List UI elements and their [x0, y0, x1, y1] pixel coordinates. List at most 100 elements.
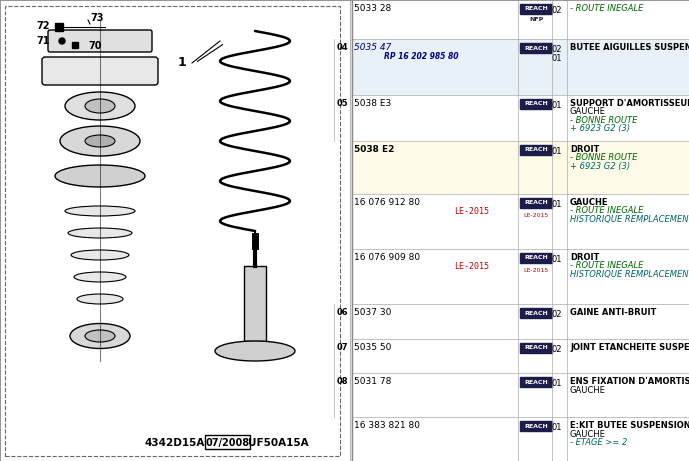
Text: 01: 01 [552, 200, 562, 209]
Bar [72, 42, 78, 48]
Text: 06: 06 [336, 308, 348, 317]
Text: 07/2008: 07/2008 [206, 438, 250, 448]
Text: 01: 01 [552, 379, 562, 389]
Text: REACH: REACH [524, 311, 548, 316]
Text: RP 16 202 985 80: RP 16 202 985 80 [384, 52, 458, 61]
Bar [352, 194, 689, 249]
Text: E:KIT BUTEE SUSPENSION AV PSA: E:KIT BUTEE SUSPENSION AV PSA [570, 421, 689, 430]
Ellipse shape [68, 228, 132, 238]
Text: 5038 E2: 5038 E2 [354, 145, 394, 154]
Text: REACH: REACH [524, 101, 548, 106]
Text: REACH: REACH [524, 255, 548, 260]
Text: - BONNE ROUTE: - BONNE ROUTE [570, 116, 637, 124]
Text: LE-2015: LE-2015 [524, 213, 548, 218]
Text: REACH: REACH [524, 345, 548, 350]
Bar [520, 421, 552, 431]
Text: 01: 01 [552, 255, 562, 264]
Text: REACH: REACH [524, 147, 548, 152]
Text: 16 076 912 80: 16 076 912 80 [354, 198, 420, 207]
Text: 72: 72 [37, 21, 50, 31]
Bar [520, 4, 552, 14]
Bar [352, 373, 689, 417]
Text: 01: 01 [552, 147, 562, 156]
Bar [520, 378, 552, 387]
Text: HISTORIQUE REMPLACEMENTS : 503829 RF: HISTORIQUE REMPLACEMENTS : 503829 RF [570, 215, 689, 224]
Text: REACH: REACH [524, 380, 548, 385]
Text: JOINT ETANCHEITE SUSPENSION AV: JOINT ETANCHEITE SUSPENSION AV [570, 343, 689, 352]
Bar [352, 95, 689, 141]
Text: 4342D15A: 4342D15A [145, 438, 205, 448]
Text: 5037 30: 5037 30 [354, 308, 391, 317]
Text: GAUCHE: GAUCHE [570, 430, 606, 439]
Ellipse shape [85, 135, 115, 147]
Text: LE-2015: LE-2015 [524, 268, 548, 273]
Ellipse shape [71, 250, 129, 260]
Text: 5033 28: 5033 28 [354, 4, 391, 13]
Text: 02: 02 [552, 6, 562, 15]
Text: - ROUTE INEGALE: - ROUTE INEGALE [570, 206, 644, 215]
Ellipse shape [65, 92, 135, 120]
Bar [352, 39, 689, 95]
Bar [352, 417, 689, 461]
Text: 5031 78: 5031 78 [354, 378, 391, 386]
Text: LE-2015: LE-2015 [454, 262, 489, 271]
Text: ENS FIXATION D'AMORTISSEUR AV: ENS FIXATION D'AMORTISSEUR AV [570, 378, 689, 386]
Text: DROIT: DROIT [570, 145, 599, 154]
Ellipse shape [55, 165, 145, 187]
Bar [352, 0, 689, 461]
Text: REACH: REACH [524, 424, 548, 429]
Bar [520, 343, 552, 353]
Bar [244, 266, 266, 341]
Text: SUPPORT D'AMORTISSEUR: SUPPORT D'AMORTISSEUR [570, 99, 689, 107]
Text: 71: 71 [37, 36, 50, 46]
Text: 5035 50: 5035 50 [354, 343, 391, 352]
Text: LE-2015: LE-2015 [454, 207, 489, 216]
Bar [205, 435, 250, 449]
Text: 02: 02 [552, 310, 562, 319]
Text: GAUCHE: GAUCHE [570, 198, 608, 207]
Bar [352, 249, 689, 304]
Text: - BONNE ROUTE: - BONNE ROUTE [570, 153, 637, 162]
Text: HISTORIQUE REMPLACEMENTS : 503828 RF: HISTORIQUE REMPLACEMENTS : 503828 RF [570, 270, 689, 279]
Bar [520, 145, 552, 154]
Text: 02: 02 [552, 45, 562, 54]
Text: 07: 07 [336, 343, 348, 352]
Ellipse shape [85, 99, 115, 113]
Bar [0, 0, 350, 461]
Ellipse shape [60, 126, 140, 156]
Text: - ETAGE >= 2: - ETAGE >= 2 [570, 438, 628, 447]
Text: GAINE ANTI-BRUIT: GAINE ANTI-BRUIT [570, 308, 657, 317]
Text: REACH: REACH [524, 6, 548, 12]
Circle shape [59, 38, 65, 44]
Text: 08: 08 [336, 378, 348, 386]
Text: GAUCHE: GAUCHE [570, 386, 606, 395]
Bar [520, 43, 552, 53]
Bar [55, 23, 63, 31]
Bar [5, 6, 340, 456]
Ellipse shape [77, 294, 123, 304]
Text: 5035 47: 5035 47 [354, 43, 391, 52]
Text: DROIT: DROIT [570, 253, 599, 262]
Text: + 6923 G2 (3): + 6923 G2 (3) [570, 124, 630, 133]
Bar [520, 211, 552, 221]
FancyBboxPatch shape [48, 30, 152, 52]
Ellipse shape [215, 341, 295, 361]
Bar [352, 0, 689, 39]
Text: - ROUTE INEGALE: - ROUTE INEGALE [570, 261, 644, 271]
Text: 70: 70 [88, 41, 101, 51]
Text: - ROUTE INEGALE: - ROUTE INEGALE [570, 4, 644, 13]
Bar [352, 141, 689, 194]
Ellipse shape [70, 324, 130, 349]
Text: 02: 02 [552, 345, 562, 354]
Text: 01: 01 [552, 423, 562, 432]
Ellipse shape [74, 272, 126, 282]
Text: NFP: NFP [529, 18, 543, 23]
Ellipse shape [65, 206, 135, 216]
Text: UF50A15A: UF50A15A [247, 438, 308, 448]
Text: BUTEE AIGUILLES SUSPENSION AV: BUTEE AIGUILLES SUSPENSION AV [570, 43, 689, 52]
Ellipse shape [85, 330, 115, 342]
Bar [520, 308, 552, 318]
Text: REACH: REACH [524, 46, 548, 51]
Bar [352, 304, 689, 339]
Text: 01: 01 [552, 54, 562, 63]
